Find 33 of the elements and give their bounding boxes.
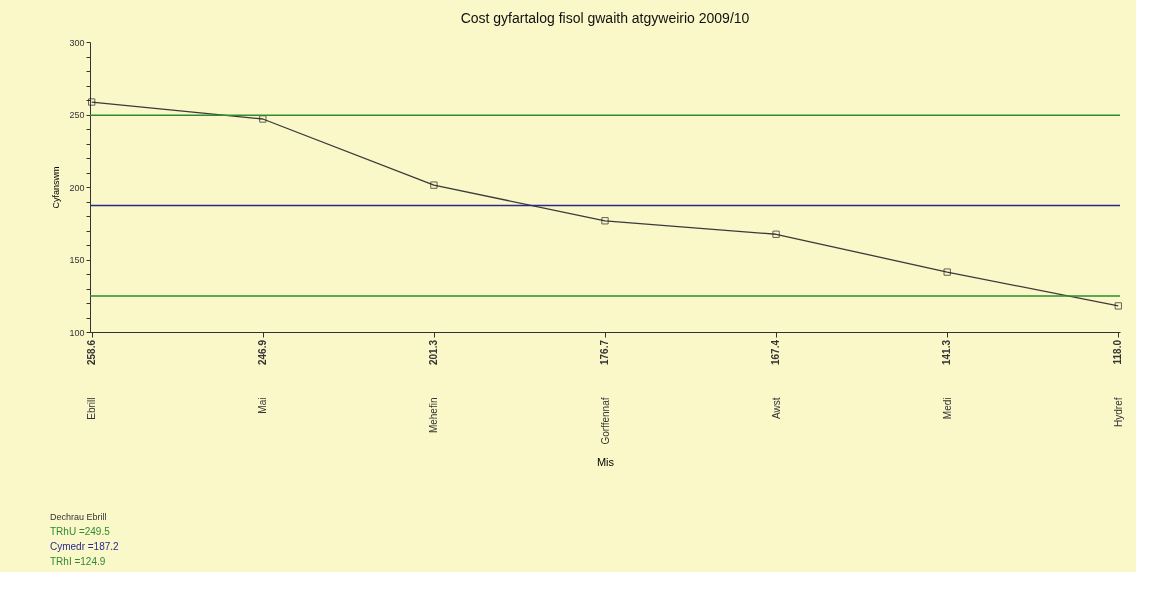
x-tick-label: Mehefin bbox=[428, 397, 440, 434]
text: Dechrau Ebrill bbox=[50, 512, 107, 522]
y-axis-title: Cyfanswm bbox=[51, 166, 62, 209]
data-label: 118.0 bbox=[1112, 339, 1124, 365]
point bbox=[943, 268, 951, 276]
data-label: 167.4 bbox=[770, 339, 782, 366]
data-label: 201.3 bbox=[427, 339, 439, 366]
y-tick-label: 150 bbox=[69, 255, 85, 265]
ref-line-label: TRhU =249.5 bbox=[50, 526, 111, 537]
x-tick-label: Medi bbox=[941, 397, 953, 420]
data-label: 141.3 bbox=[941, 339, 953, 366]
point bbox=[430, 181, 438, 189]
y-tick-label: 200 bbox=[69, 182, 85, 193]
y-tick-label: 250 bbox=[69, 110, 85, 120]
ref-line-label: TRhI =124.9 bbox=[50, 556, 106, 567]
point bbox=[1114, 302, 1122, 310]
data-label: 258.6 bbox=[85, 339, 97, 366]
data-label: 246.9 bbox=[256, 339, 268, 366]
data-label: 176.7 bbox=[599, 339, 610, 366]
x-tick-label: Gorffennaf bbox=[599, 397, 611, 445]
point bbox=[259, 115, 267, 123]
point bbox=[772, 230, 780, 238]
x-tick-label: Awst bbox=[770, 397, 782, 419]
x-tick-label: Mai bbox=[257, 397, 269, 414]
y-tick-label: 100 bbox=[69, 327, 85, 338]
ref-line-label: Cymedr =187.2 bbox=[50, 541, 120, 552]
chart-title: Cost gyfartalog fisol gwaith atgyweirio 2009/10 bbox=[460, 10, 750, 26]
x-axis-title: Mis bbox=[596, 455, 615, 468]
point bbox=[88, 98, 96, 106]
point bbox=[601, 217, 609, 225]
y-tick-label: 300 bbox=[69, 37, 85, 48]
x-tick-label: Ebrill bbox=[86, 397, 98, 420]
x-tick-label: Hydref bbox=[1112, 397, 1124, 427]
